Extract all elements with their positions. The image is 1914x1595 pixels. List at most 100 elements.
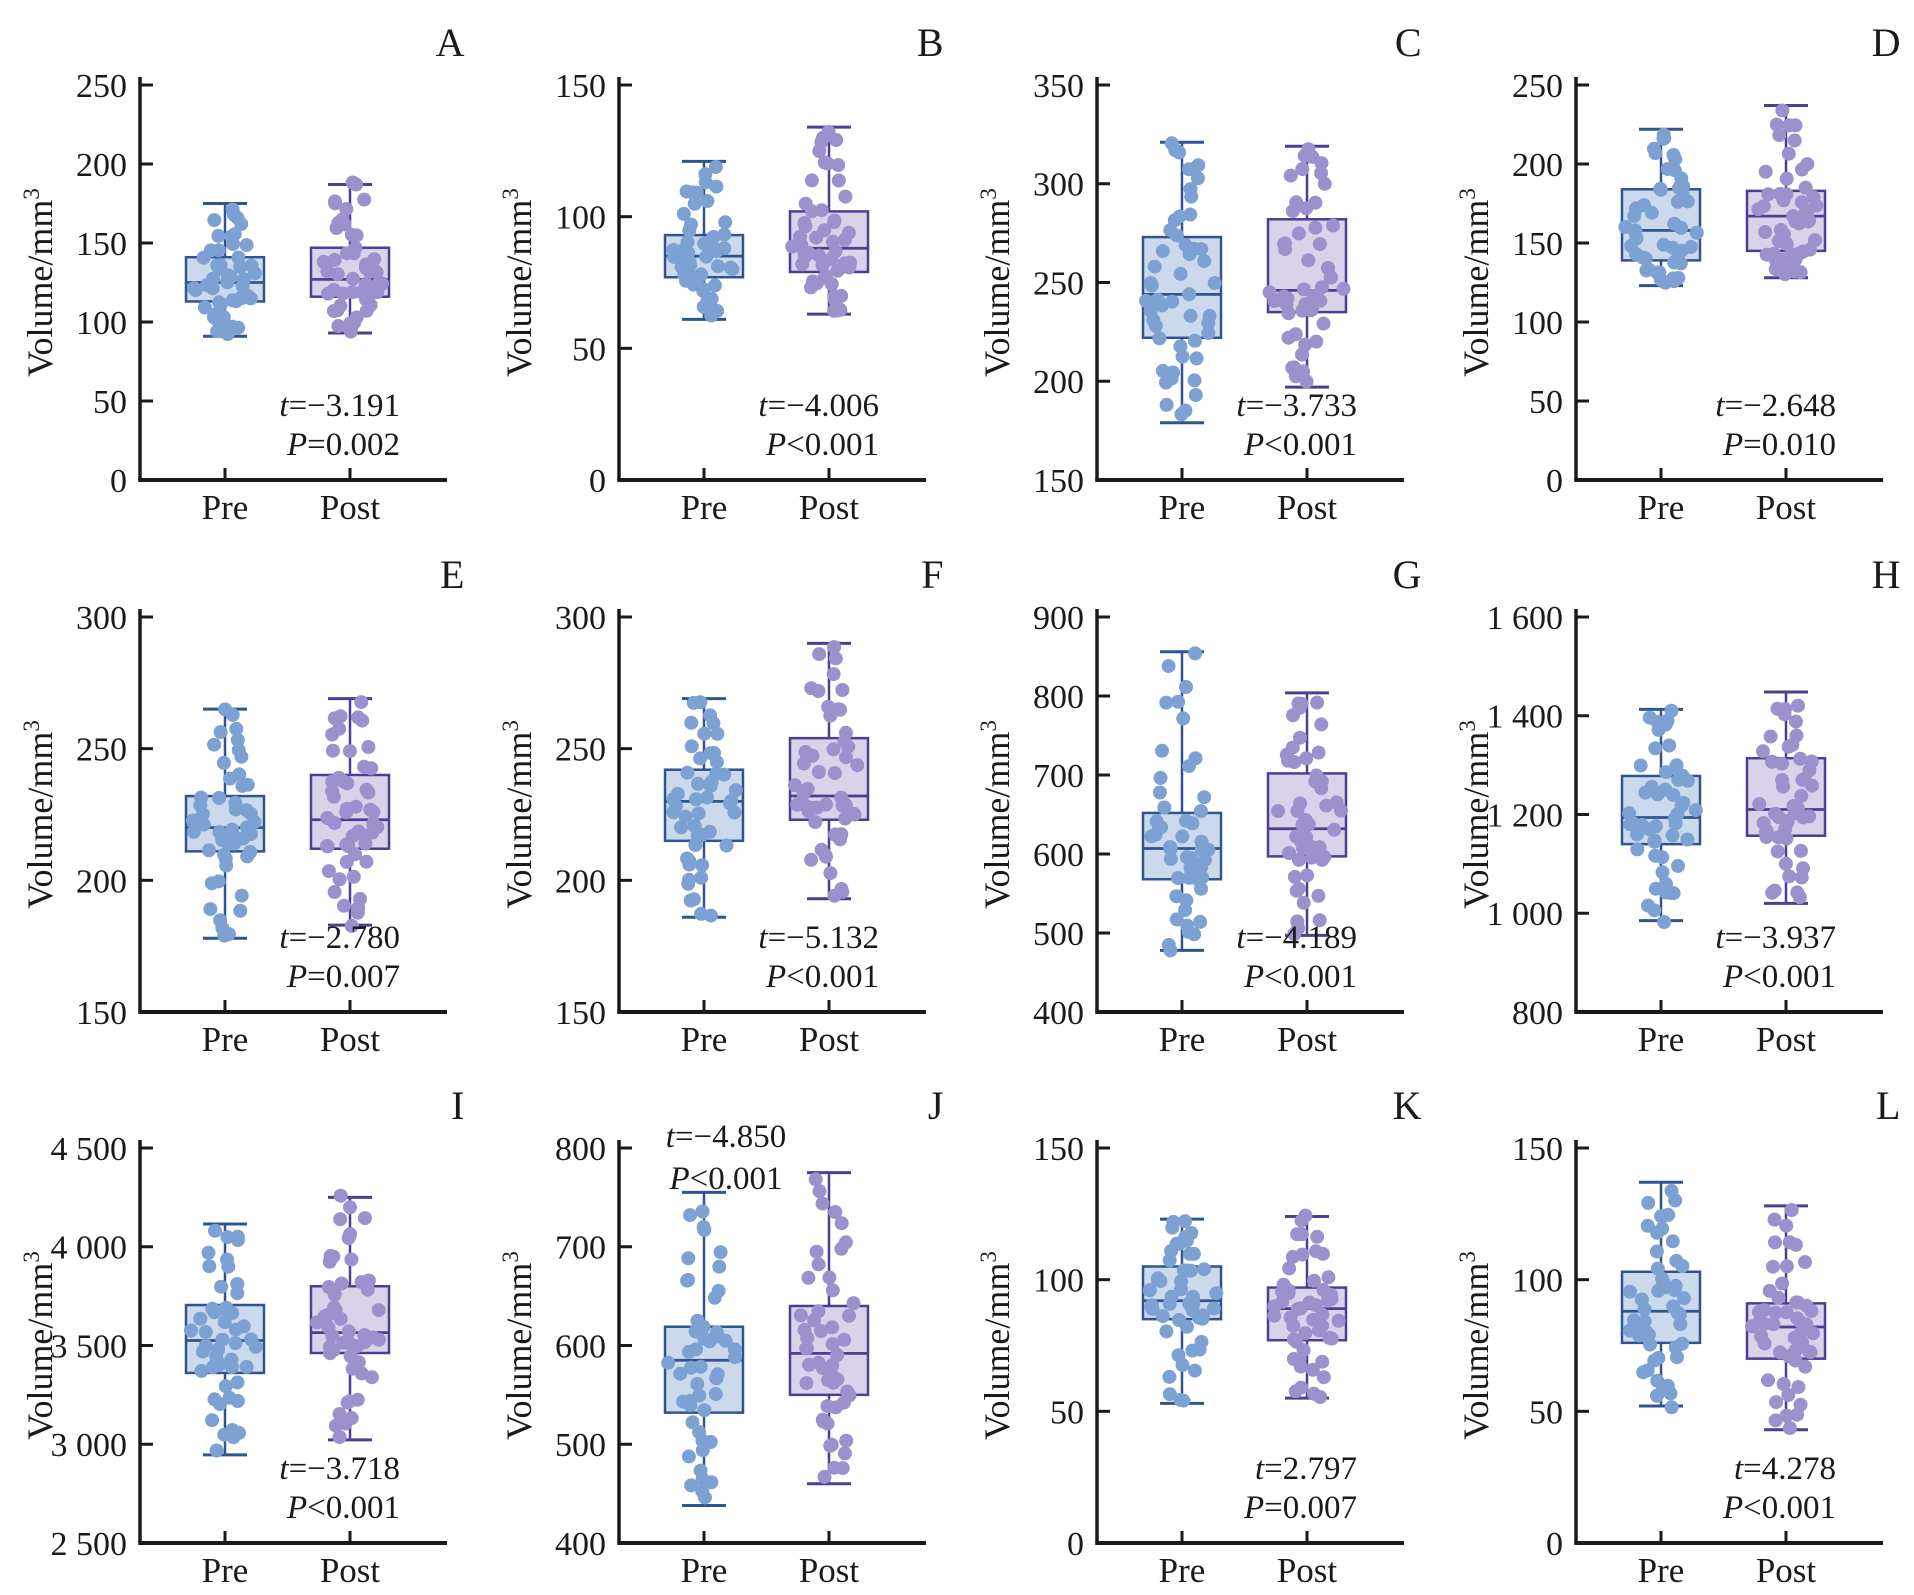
y-tick-label: 200 — [76, 863, 127, 900]
y-tick-label: 100 — [76, 305, 127, 342]
stats-line-p: P<0.001 — [1722, 959, 1836, 995]
stats-line-t: t=−3.733 — [1236, 388, 1357, 424]
data-dot — [1147, 259, 1162, 274]
data-dot — [230, 1286, 245, 1301]
y-tick-label: 100 — [1512, 305, 1563, 342]
data-dot — [1171, 870, 1185, 885]
data-dot — [351, 824, 366, 839]
data-dot — [1183, 207, 1198, 222]
data-dot — [361, 1273, 376, 1288]
dots-pre — [1144, 646, 1216, 958]
data-dot — [225, 202, 240, 217]
data-dot — [680, 235, 695, 250]
data-dot — [837, 189, 852, 204]
data-dot — [344, 918, 359, 933]
data-dot — [366, 816, 381, 831]
data-dot — [1774, 1276, 1789, 1291]
data-dot — [1194, 1335, 1209, 1350]
data-dot — [331, 770, 346, 785]
data-dot — [1150, 292, 1165, 307]
data-dot — [343, 1227, 358, 1242]
data-dot — [1179, 679, 1193, 694]
panel-F-svg: 150 200 250 300 Pre Post Volume/mm3 Ft=−5.132P<… — [497, 552, 943, 1059]
y-tick-label: 1 200 — [1486, 797, 1562, 834]
data-dot — [834, 1216, 849, 1231]
data-dot — [1282, 1261, 1297, 1276]
data-dot — [203, 901, 218, 916]
data-dot — [809, 1245, 824, 1260]
category-label-post: Post — [1277, 488, 1338, 527]
data-dot — [1308, 774, 1323, 789]
y-tick-label: 800 — [555, 1131, 606, 1168]
data-dot — [1155, 1309, 1170, 1324]
y-tick-label: 200 — [1033, 364, 1084, 401]
y-tick-label: 4 500 — [51, 1131, 127, 1168]
data-dot — [1650, 1351, 1665, 1366]
data-dot — [847, 807, 861, 822]
y-axis-title: Volume/mm3 — [1454, 1251, 1495, 1440]
data-dot — [1768, 1413, 1783, 1428]
data-dot — [1656, 237, 1671, 252]
data-dot — [1655, 1274, 1670, 1289]
data-dot — [320, 838, 334, 853]
data-dot — [1164, 1290, 1179, 1305]
data-dot — [321, 1280, 336, 1295]
data-dot — [679, 765, 694, 780]
data-dot — [685, 1415, 699, 1430]
data-dot — [326, 1249, 341, 1264]
dots-post — [1750, 103, 1823, 282]
data-dot — [1793, 788, 1808, 803]
data-dot — [1772, 1345, 1787, 1360]
data-dot — [333, 298, 348, 313]
stats-line-t: t=−2.648 — [1715, 388, 1836, 424]
data-dot — [702, 294, 717, 309]
data-dot — [1327, 822, 1342, 837]
data-dot — [193, 1312, 208, 1327]
panel-letter: I — [451, 1083, 464, 1128]
dots-post — [320, 694, 385, 933]
data-dot — [369, 265, 384, 280]
data-dot — [1314, 280, 1329, 295]
data-dot — [1311, 745, 1326, 760]
data-dot — [817, 1470, 831, 1485]
data-dot — [1795, 860, 1810, 875]
data-dot — [218, 702, 233, 717]
data-dot — [229, 721, 244, 736]
data-dot — [215, 1333, 230, 1348]
category-label-post: Post — [320, 488, 381, 527]
data-dot — [225, 822, 240, 837]
data-dot — [1767, 883, 1782, 898]
data-dot — [1176, 711, 1191, 726]
data-dot — [1166, 365, 1181, 380]
data-dot — [1799, 157, 1814, 172]
data-dot — [1155, 363, 1170, 378]
y-axis-title: Volume/mm3 — [497, 720, 538, 909]
data-dot — [1807, 233, 1822, 248]
data-dot — [1779, 1408, 1793, 1423]
data-dot — [1788, 1238, 1803, 1253]
data-dot — [688, 791, 703, 806]
data-dot — [827, 1205, 842, 1220]
data-dot — [1316, 1283, 1331, 1298]
data-dot — [1182, 758, 1196, 773]
y-axis-title: Volume/mm3 — [497, 1251, 538, 1440]
data-dot — [231, 250, 246, 265]
data-dot — [672, 1367, 687, 1382]
data-dot — [1658, 876, 1673, 891]
data-dot — [343, 1200, 357, 1215]
boxplot-pre — [1617, 127, 1704, 290]
data-dot — [354, 694, 369, 709]
data-dot — [1314, 166, 1329, 181]
data-dot — [689, 185, 704, 200]
data-dot — [342, 1394, 357, 1409]
data-dot — [696, 282, 711, 297]
y-tick-label: 0 — [1545, 463, 1562, 500]
data-dot — [1753, 1329, 1768, 1344]
panel-letter: D — [1871, 20, 1900, 65]
data-dot — [1316, 1370, 1331, 1385]
data-dot — [1317, 176, 1332, 191]
boxplot-pre — [1620, 1181, 1701, 1415]
data-dot — [682, 1208, 697, 1223]
data-dot — [1306, 1387, 1321, 1402]
